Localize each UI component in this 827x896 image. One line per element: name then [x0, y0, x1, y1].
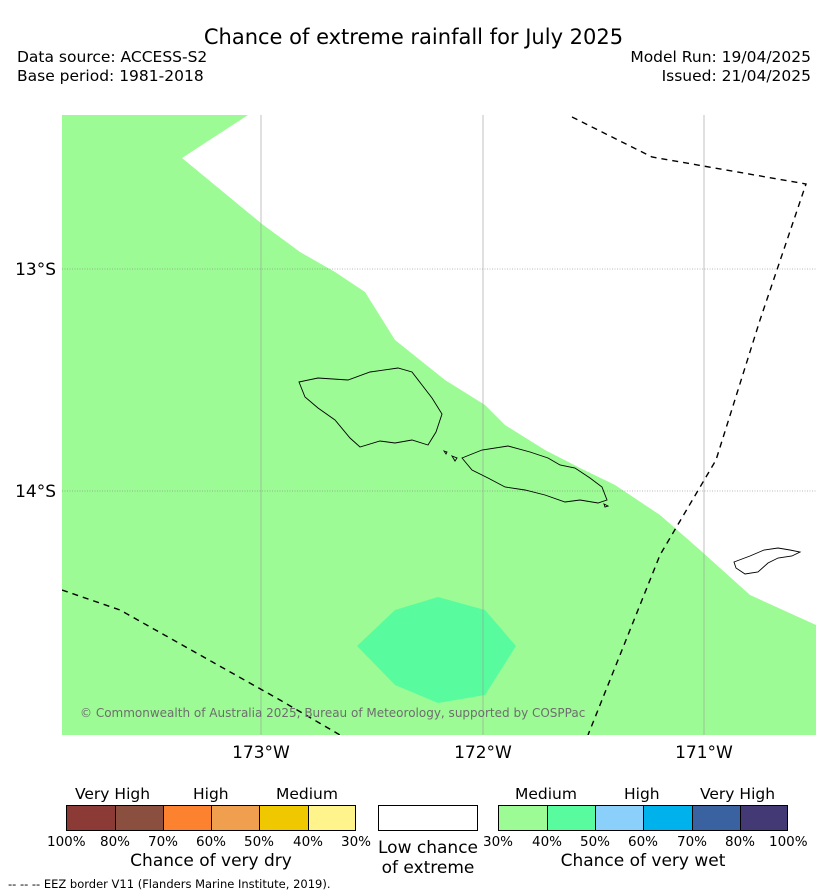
small-islet-1 [442, 450, 448, 455]
low-chance-caption: Low chance of extreme [366, 838, 490, 878]
wet-swatch-2 [547, 805, 595, 831]
dry-swatch-1 [66, 805, 115, 831]
wet-heading-very-high: Very High [700, 785, 776, 803]
lon-label-172w: 172°W [454, 743, 512, 760]
data-source: Data source: ACCESS-S2 [17, 48, 208, 66]
meta-left: Data source: ACCESS-S2 Base period: 1981… [17, 48, 207, 86]
dry-tick-30: 30% [341, 834, 372, 850]
lon-label-173w: 173°W [232, 743, 290, 760]
dry-tick-70: 70% [148, 834, 179, 850]
wet-tick-80: 80% [725, 834, 756, 850]
high-wet-region [357, 597, 516, 703]
dry-tick-100: 100% [47, 834, 86, 850]
wet-swatch-3 [595, 805, 643, 831]
dry-tick-40: 40% [293, 834, 324, 850]
rainfall-map: 13°S 14°S 173°W 172°W 171°W [15, 115, 816, 760]
meta-right: Model Run: 19/04/2025 Issued: 21/04/2025 [630, 48, 811, 86]
model-run: Model Run: 19/04/2025 [630, 48, 811, 66]
wet-swatch-1 [498, 805, 547, 831]
lat-labels: 13°S 14°S [15, 260, 56, 502]
lat-label-14s: 14°S [15, 482, 56, 502]
wet-swatch-4 [643, 805, 692, 831]
tutuila-island [733, 547, 802, 575]
eez-border [62, 116, 807, 735]
eez-footer-note: -- -- -- EEZ border V11 (Flanders Marine… [8, 877, 331, 891]
dry-swatch-2 [115, 805, 163, 831]
wet-tick-30: 30% [483, 834, 514, 850]
base-period: Base period: 1981-2018 [17, 67, 204, 85]
wet-heading-high: High [624, 785, 660, 803]
dry-swatch-3 [163, 805, 211, 831]
dry-tick-80: 80% [100, 834, 131, 850]
wet-swatch-6 [740, 805, 788, 831]
lat-label-13s: 13°S [15, 260, 56, 280]
dry-swatch-6 [308, 805, 356, 831]
gridlines [62, 268, 816, 492]
dry-heading-medium: Medium [276, 785, 338, 803]
lon-labels: 173°W 172°W 171°W [232, 743, 733, 760]
issued-date: Issued: 21/04/2025 [661, 67, 811, 85]
map-title: Chance of extreme rainfall for July 2025 [203, 25, 624, 49]
savaii-island [298, 367, 443, 448]
wet-swatch-5 [692, 805, 740, 831]
dry-tick-60: 60% [196, 834, 227, 850]
dry-swatch-4 [211, 805, 259, 831]
medium-wet-region [62, 115, 816, 735]
dry-caption: Chance of very dry [130, 851, 292, 871]
wet-tick-50: 50% [580, 834, 611, 850]
dry-heading-very-high: Very High [75, 785, 151, 803]
dry-heading-high: High [193, 785, 229, 803]
low-chance-swatch [378, 805, 478, 831]
lon-label-171w: 171°W [675, 743, 733, 760]
copyright-note: © Commonwealth of Australia 2025, Bureau… [80, 706, 586, 720]
low-chance-line2: of extreme [381, 858, 475, 878]
wet-tick-60: 60% [628, 834, 659, 850]
wet-heading-medium: Medium [515, 785, 577, 803]
small-islet-3 [603, 503, 610, 508]
wet-tick-40: 40% [532, 834, 563, 850]
coastlines [298, 367, 802, 575]
dry-swatch-5 [259, 805, 308, 831]
low-chance-line1: Low chance [378, 838, 478, 858]
dry-tick-50: 50% [244, 834, 275, 850]
upolu-island [461, 445, 608, 504]
meridians [260, 115, 705, 735]
wet-caption: Chance of very wet [560, 851, 726, 871]
wet-tick-70: 70% [677, 834, 708, 850]
small-islet-2 [450, 455, 458, 462]
wet-tick-100: 100% [769, 834, 808, 850]
